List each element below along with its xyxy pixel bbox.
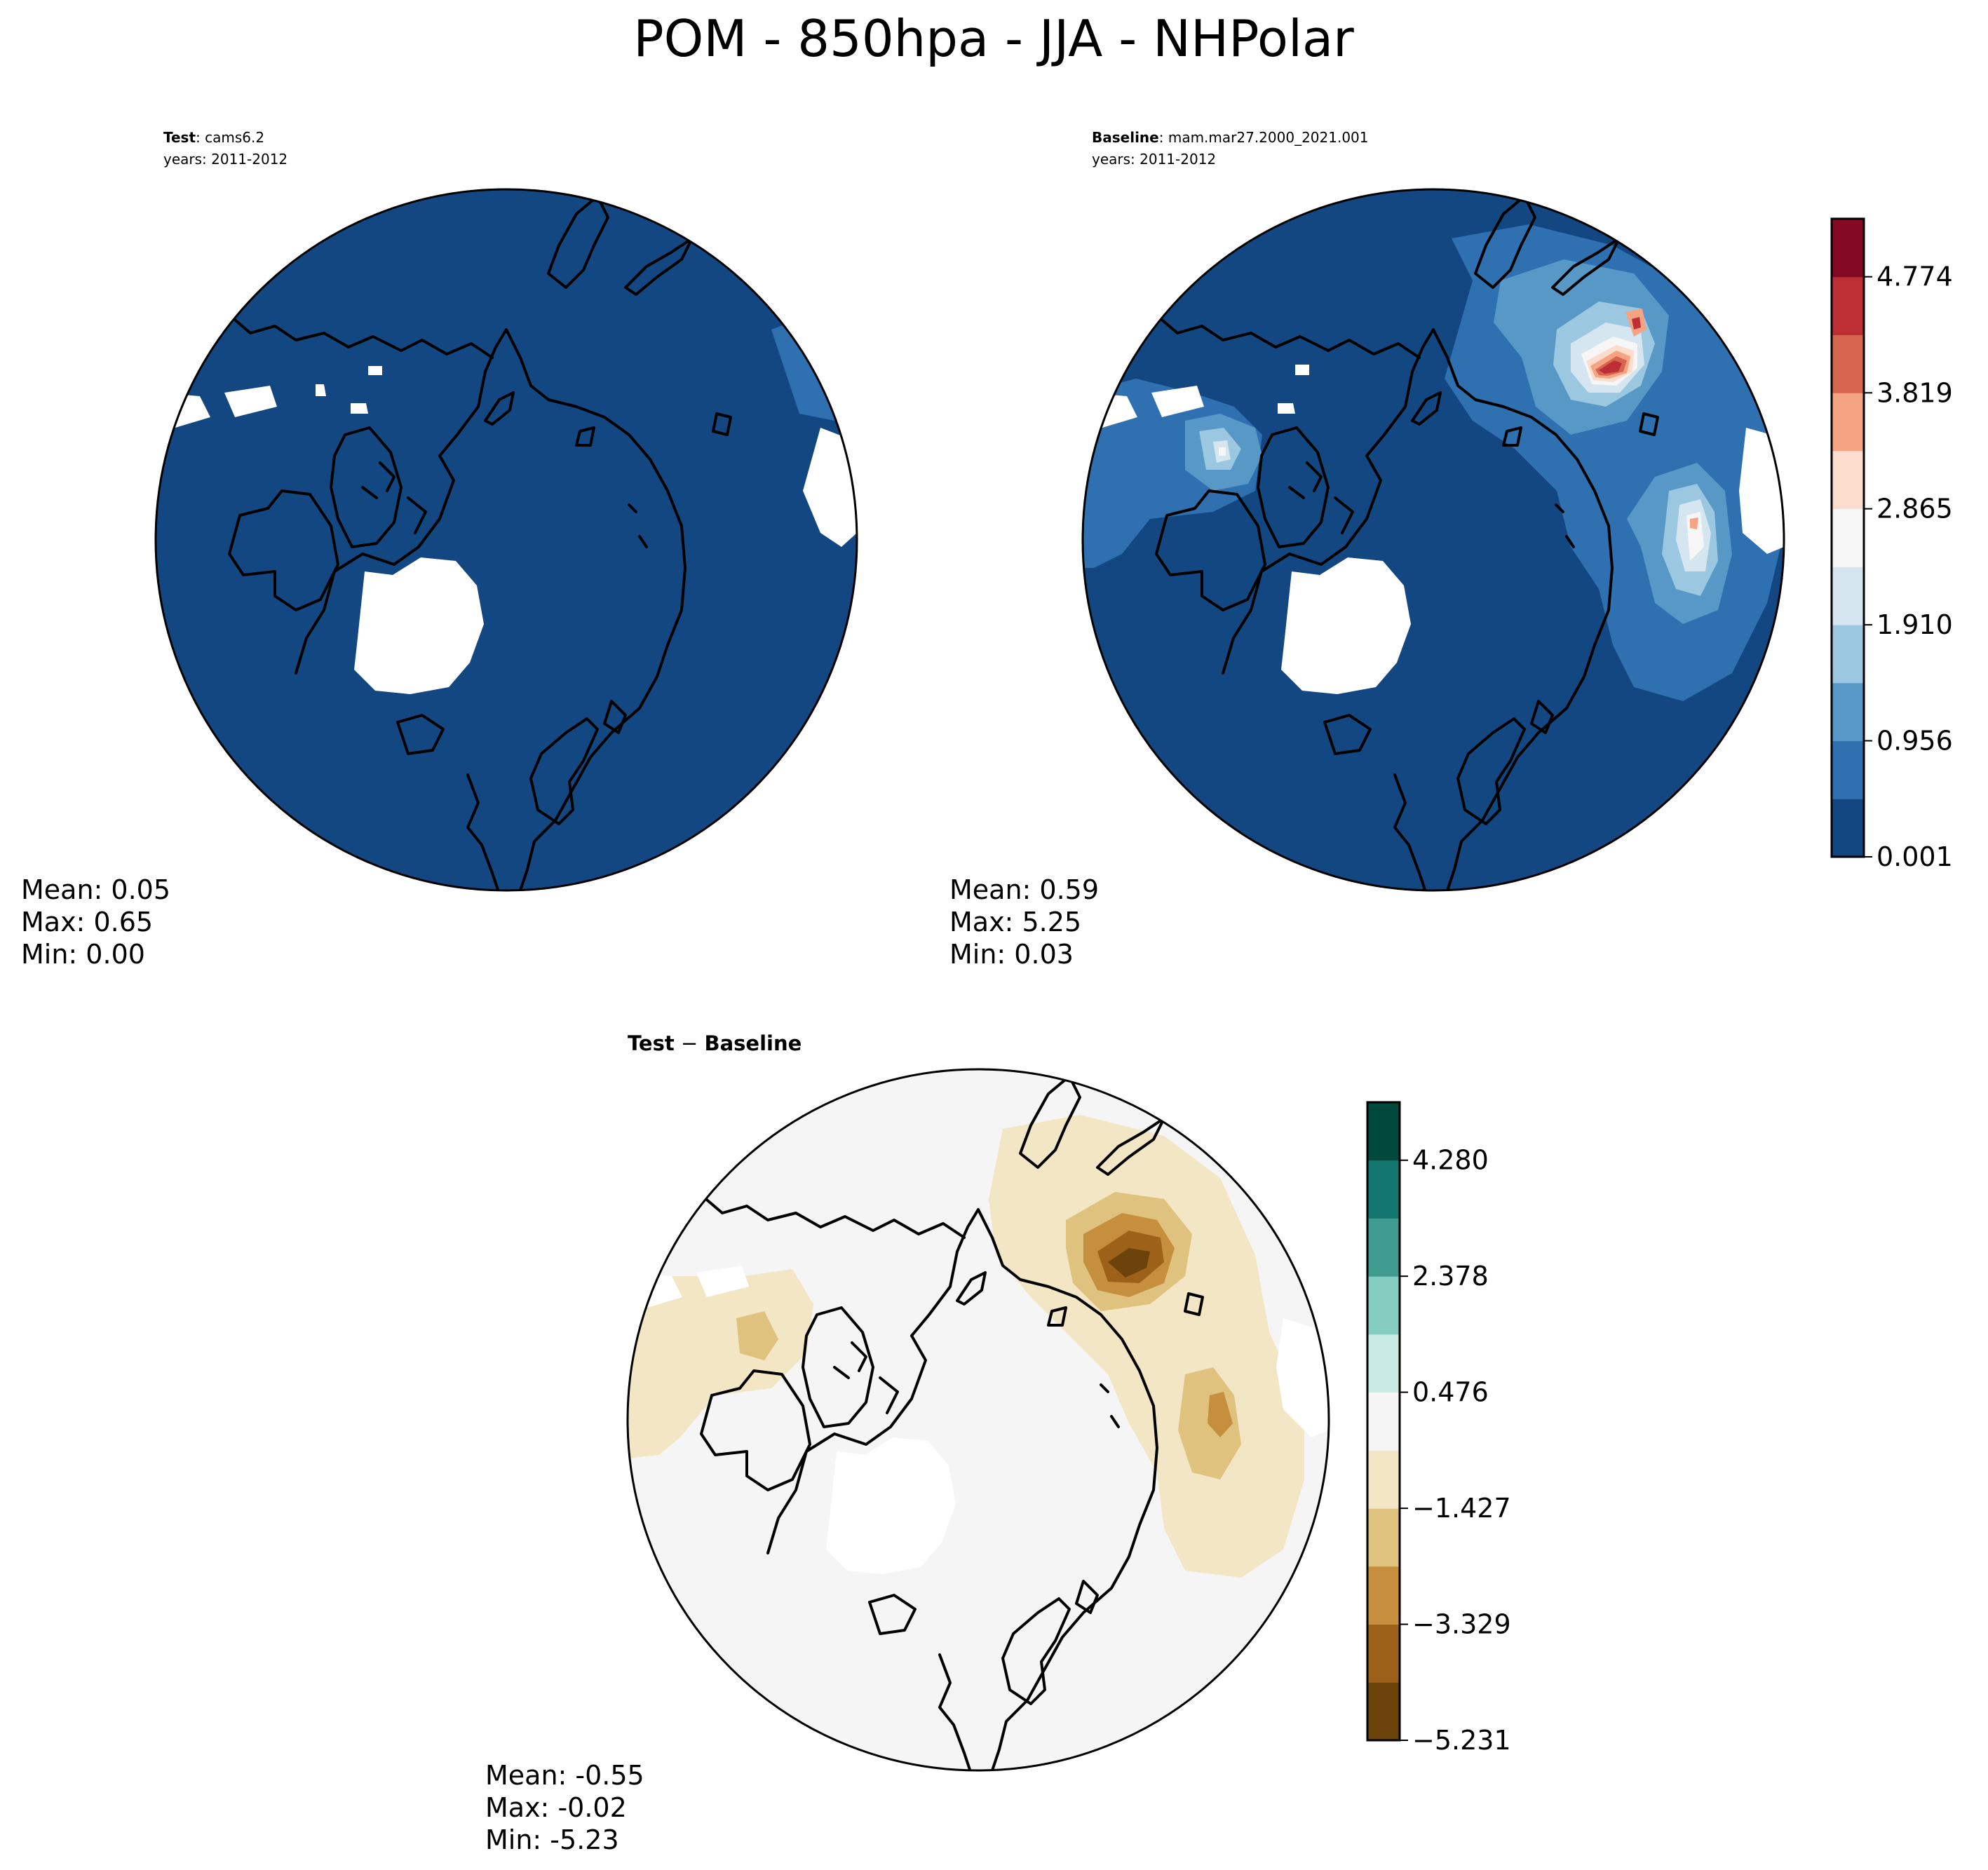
test-years: years: 2011-2012 (163, 151, 288, 168)
baseline-map (1081, 188, 1785, 892)
diff-colorbar-tick-label: −3.329 (1412, 1609, 1511, 1640)
diff-colorbar-tick-label: 0.476 (1412, 1377, 1489, 1408)
test-mean-stat: Mean: 0.05 (21, 874, 170, 905)
diff-panel-title: Test − Baseline (628, 1031, 802, 1055)
test-min-stat: Min: 0.00 (21, 939, 145, 970)
diff-colorbar-tick-label: 4.280 (1412, 1145, 1489, 1176)
diff-mean-stat: Mean: -0.55 (485, 1760, 644, 1791)
main-colorbar-tick-label: 1.910 (1877, 609, 1953, 640)
main-colorbar-band-5 (1832, 508, 1864, 567)
test-label: Test (163, 129, 196, 146)
diff-title-minus: − (675, 1031, 705, 1055)
diff-colorbar-band-1 (1367, 1624, 1400, 1683)
diff-map-boundary (626, 1068, 1330, 1772)
diff-colorbar-tick-label: −5.231 (1412, 1725, 1511, 1756)
main-colorbar-band-0 (1832, 799, 1864, 858)
diff-colorbar-band-3 (1367, 1508, 1400, 1567)
main-colorbar-band-4 (1832, 567, 1864, 625)
main-colorbar-band-2 (1832, 682, 1864, 741)
diff-colorbar-tick-label: −1.427 (1412, 1493, 1511, 1524)
baseline-years: years: 2011-2012 (1092, 151, 1216, 168)
main-colorbar-tick-label: 3.819 (1877, 377, 1953, 408)
test-map (154, 188, 858, 892)
test-max-stat: Max: 0.65 (21, 907, 153, 937)
diff-colorbar-band-2 (1367, 1566, 1400, 1625)
diff-map (626, 1068, 1330, 1772)
figure-title: POM - 850hpa - JJA - NHPolar (633, 9, 1354, 68)
main-colorbar-band-6 (1832, 450, 1864, 510)
baseline-min-stat: Min: 0.03 (949, 939, 1074, 970)
main-colorbar-band-9 (1832, 276, 1864, 335)
diff-max-stat: Max: -0.02 (485, 1792, 627, 1823)
diff-colorbar-band-8 (1367, 1218, 1400, 1277)
diff-colorbar-band-10 (1367, 1102, 1400, 1161)
main-colorbar-band-1 (1832, 740, 1864, 799)
main-colorbar-tick-label: 4.774 (1877, 262, 1953, 292)
diff-colorbar-band-7 (1367, 1276, 1400, 1335)
main-colorbar-tick-label: 2.865 (1877, 494, 1953, 524)
main-colorbar-band-10 (1832, 219, 1864, 278)
main-colorbar-band-7 (1832, 393, 1864, 452)
baseline-case-name: : mam.mar27.2000_2021.001 (1159, 129, 1369, 146)
diff-colorbar-band-4 (1367, 1450, 1400, 1509)
baseline-label: Baseline (1092, 129, 1159, 146)
diff-map-missing-data (628, 1266, 1329, 1574)
baseline-max-stat: Max: 5.25 (949, 907, 1081, 937)
diff-colorbar-frame (1366, 1101, 1401, 1742)
test-map-background-field (156, 189, 857, 890)
diff-map-contour-5 (1108, 1248, 1150, 1278)
diff-colorbar-band-9 (1367, 1160, 1400, 1219)
main-colorbar-band-3 (1832, 625, 1864, 684)
test-case-name: : cams6.2 (196, 129, 264, 146)
main-colorbar-tick-label: 0.956 (1877, 725, 1953, 756)
diff-title-test: Test (628, 1031, 675, 1055)
main-colorbar-band-8 (1832, 334, 1864, 393)
baseline-map-contour-8 (1599, 360, 1622, 374)
diff-colorbar-tick-label: 2.378 (1412, 1261, 1489, 1292)
main-colorbar-frame (1830, 217, 1865, 858)
diff-colorbar-band-5 (1367, 1392, 1400, 1451)
diff-min-stat: Min: -5.23 (485, 1824, 619, 1855)
baseline-mean-stat: Mean: 0.59 (949, 874, 1099, 905)
test-panel-header: Test: cams6.2 (163, 129, 264, 146)
main-colorbar-tick-label: 0.001 (1877, 841, 1953, 872)
baseline-map-boundary (1081, 188, 1785, 892)
diff-colorbar: −5.231 −3.329 −1.427 0.476 2.378 4.280 (1366, 1101, 1511, 1756)
main-colorbar: 0.001 0.956 1.910 2.865 3.819 4.774 (1830, 217, 1953, 872)
baseline-map-contour-9 (1632, 317, 1641, 330)
diff-title-baseline: Baseline (704, 1031, 802, 1055)
baseline-panel-header: Baseline: mam.mar27.2000_2021.001 (1092, 129, 1369, 146)
diff-colorbar-band-0 (1367, 1682, 1400, 1741)
test-map-boundary (154, 188, 858, 892)
diff-colorbar-band-6 (1367, 1334, 1400, 1393)
